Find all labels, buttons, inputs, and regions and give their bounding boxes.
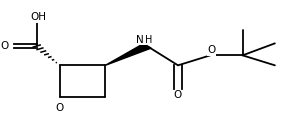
- Text: O: O: [207, 45, 216, 55]
- Text: O: O: [55, 103, 64, 113]
- Text: N: N: [136, 35, 143, 45]
- Text: H: H: [145, 35, 152, 45]
- Polygon shape: [105, 44, 151, 65]
- Text: O: O: [1, 41, 9, 51]
- Text: OH: OH: [30, 12, 46, 22]
- Text: O: O: [174, 90, 182, 100]
